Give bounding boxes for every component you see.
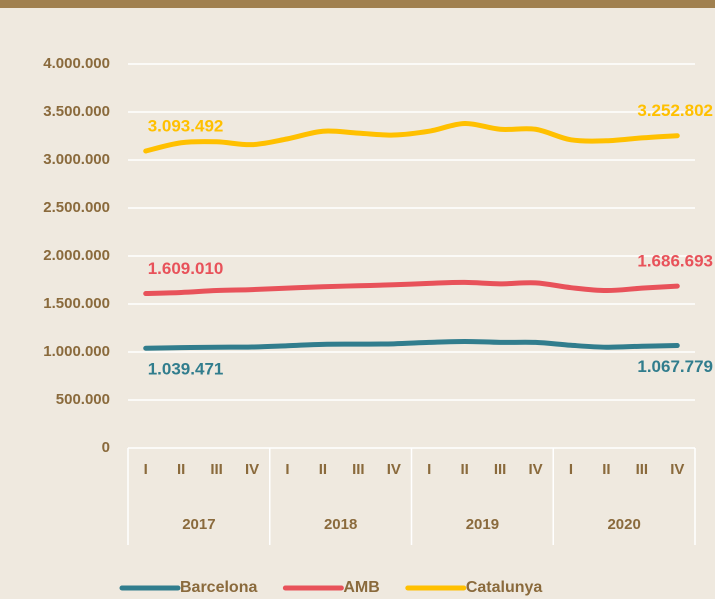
y-tick-label: 3.500.000 xyxy=(43,103,110,120)
y-tick-label: 0 xyxy=(102,439,110,456)
series-line xyxy=(143,279,680,297)
x-tick-label: III xyxy=(352,461,365,478)
data-label: 3.252.802 xyxy=(637,101,713,120)
x-tick-label: IV xyxy=(245,461,259,478)
x-tick-label: II xyxy=(460,461,468,478)
data-label: 3.093.492 xyxy=(148,117,224,136)
y-tick-label: 500.000 xyxy=(56,391,110,408)
legend-label: Catalunya xyxy=(466,579,543,596)
x-tick-label: II xyxy=(602,461,610,478)
group-label: 2020 xyxy=(607,516,640,533)
y-tick-label: 1.000.000 xyxy=(43,343,110,360)
y-tick-label: 1.500.000 xyxy=(43,295,110,312)
y-tick-label: 3.000.000 xyxy=(43,151,110,168)
data-label: 1.067.779 xyxy=(637,357,713,376)
legend-label: AMB xyxy=(343,579,379,596)
legend-label: Barcelona xyxy=(180,579,257,596)
x-tick-label: IV xyxy=(670,461,684,478)
x-tick-label: III xyxy=(494,461,507,478)
group-label: 2018 xyxy=(324,516,357,533)
group-label: 2019 xyxy=(466,516,499,533)
x-tick-label: I xyxy=(427,461,431,478)
x-tick-label: III xyxy=(210,461,223,478)
y-tick-label: 4.000.000 xyxy=(43,55,110,72)
x-tick-label: II xyxy=(177,461,185,478)
y-tick-label: 2.500.000 xyxy=(43,199,110,216)
x-tick-label: IV xyxy=(528,461,542,478)
series-line xyxy=(143,121,680,154)
data-label: 1.039.471 xyxy=(148,360,224,379)
data-label: 1.686.693 xyxy=(637,252,713,271)
x-tick-label: I xyxy=(144,461,148,478)
data-label: 1.609.010 xyxy=(148,259,224,278)
y-tick-label: 2.000.000 xyxy=(43,247,110,264)
series-line xyxy=(143,338,680,351)
top-bar xyxy=(0,0,715,8)
x-tick-label: II xyxy=(319,461,327,478)
x-tick-label: IV xyxy=(387,461,401,478)
x-tick-label: I xyxy=(285,461,289,478)
x-tick-label: III xyxy=(636,461,649,478)
group-label: 2017 xyxy=(182,516,215,533)
x-tick-label: I xyxy=(569,461,573,478)
